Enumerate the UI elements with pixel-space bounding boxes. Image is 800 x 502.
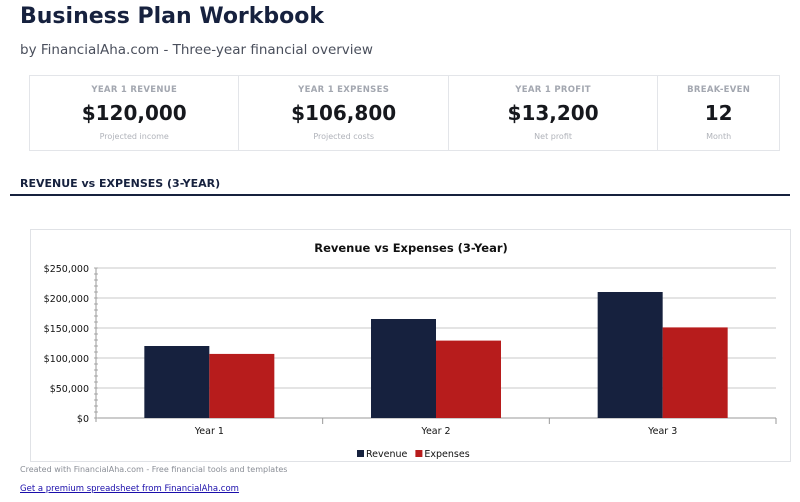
kpi-value: 12	[704, 101, 733, 125]
y-tick-label: $250,000	[44, 264, 89, 275]
x-tick-label: Year 2	[420, 426, 450, 437]
section-divider	[10, 194, 790, 196]
legend-label: Expenses	[424, 449, 469, 460]
kpi-revenue: YEAR 1 REVENUE $120,000 Projected income	[30, 76, 240, 150]
kpi-value: $106,800	[291, 101, 397, 125]
legend-label: Revenue	[366, 449, 408, 460]
legend-swatch	[415, 450, 423, 457]
kpi-sub: Projected costs	[313, 132, 374, 141]
y-tick-label: $150,000	[44, 324, 89, 335]
revenue-expenses-chart: Revenue vs Expenses (3-Year) $0 $50,000 $1…	[44, 241, 777, 460]
section-title: REVENUE vs EXPENSES (3-YEAR)	[20, 177, 221, 190]
y-tick-label: $200,000	[44, 294, 89, 305]
kpi-value: $120,000	[81, 101, 187, 125]
bar-expenses	[209, 353, 275, 418]
bar-revenue	[144, 346, 210, 418]
kpi-profit: YEAR 1 PROFIT $13,200 Net profit	[449, 76, 659, 150]
page-title: Business Plan Workbook	[20, 4, 325, 29]
kpi-expenses: YEAR 1 EXPENSES $106,800 Projected costs	[239, 76, 449, 150]
chart-title: Revenue vs Expenses (3-Year)	[314, 241, 508, 255]
y-tick-label: $0	[77, 414, 89, 425]
kpi-value: $13,200	[507, 101, 599, 125]
premium-spreadsheet-link[interactable]: Get a premium spreadsheet from Financial…	[20, 484, 239, 494]
kpi-sub: Month	[706, 132, 732, 141]
legend-swatch	[357, 450, 364, 457]
kpi-label: BREAK-EVEN	[687, 85, 751, 95]
kpi-label: YEAR 1 PROFIT	[515, 85, 591, 95]
page-subtitle: by FinancialAha.com - Three-year financi…	[20, 42, 373, 58]
y-tick-label: $100,000	[44, 354, 89, 365]
bar-expenses	[662, 327, 728, 418]
kpi-sub: Net profit	[534, 132, 573, 141]
chart-container: Revenue vs Expenses (3-Year) $0 $50,000 $1…	[30, 229, 791, 462]
y-tick-label: $50,000	[50, 384, 89, 395]
kpi-break-even: BREAK-EVEN 12 Month	[658, 76, 779, 150]
kpi-label: YEAR 1 REVENUE	[91, 85, 178, 95]
x-tick-label: Year 1	[194, 426, 224, 437]
footer-text: Created with FinancialAha.com - Free fin…	[20, 465, 288, 474]
bar-expenses	[436, 340, 501, 418]
bar-revenue	[597, 292, 663, 418]
kpi-cards: YEAR 1 REVENUE $120,000 Projected income Y…	[29, 75, 780, 151]
kpi-sub: Projected income	[99, 132, 169, 141]
x-tick-label: Year 3	[647, 426, 677, 437]
bar-revenue	[371, 319, 436, 418]
kpi-label: YEAR 1 EXPENSES	[298, 85, 390, 95]
